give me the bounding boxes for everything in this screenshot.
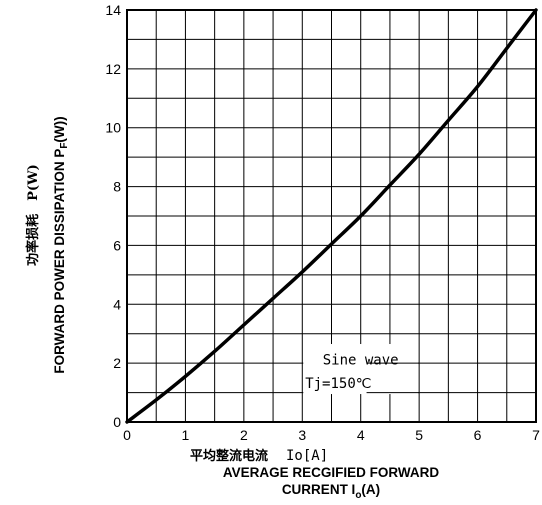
annotation-sine-wave: Sine wave bbox=[323, 353, 399, 369]
y-tick-label: 2 bbox=[113, 355, 121, 371]
x-axis-label-en-suffix: (A) bbox=[361, 482, 380, 497]
annotation-tj: Tj=150℃ bbox=[305, 376, 371, 392]
y-tick-label: 14 bbox=[105, 2, 121, 18]
annotation-box bbox=[303, 344, 419, 395]
x-tick-label: 5 bbox=[415, 427, 423, 443]
x-axis-label-en-prefix: CURRENT I bbox=[282, 482, 356, 497]
x-tick-label: 6 bbox=[474, 427, 482, 443]
x-tick-label: 3 bbox=[298, 427, 306, 443]
x-axis-label-en-subscript: o bbox=[355, 490, 361, 501]
x-tick-label: 1 bbox=[182, 427, 190, 443]
x-tick-labels: 0 1 2 3 4 5 6 7 bbox=[123, 427, 540, 443]
x-axis-label-en-line2: CURRENT Io(A) bbox=[282, 482, 380, 501]
x-tick-label: 2 bbox=[240, 427, 248, 443]
x-tick-label: 0 bbox=[123, 427, 131, 443]
x-axis-label-cn-symbol: Io[A] bbox=[286, 448, 328, 464]
y-tick-labels: 0 2 4 6 8 10 12 14 bbox=[105, 2, 121, 430]
plot-frame bbox=[126, 9, 537, 423]
y-axis-label-en: FORWARD POWER DISSIPATION PF(W)) bbox=[52, 116, 70, 373]
y-tick-label: 12 bbox=[105, 61, 121, 77]
x-tick-label: 4 bbox=[357, 427, 365, 443]
y-axis-label-en-prefix: FORWARD POWER DISSIPATION P bbox=[52, 149, 67, 374]
series-line-power-dissipation bbox=[125, 8, 538, 424]
y-tick-label: 10 bbox=[105, 120, 121, 136]
y-tick-label: 4 bbox=[113, 296, 121, 312]
y-axis-label-en-suffix: (W)) bbox=[52, 116, 67, 142]
y-axis-label-en-subscript: F bbox=[59, 143, 70, 149]
x-tick-label: 7 bbox=[532, 427, 540, 443]
x-axis-label-cn: 平均整流电流 bbox=[190, 448, 268, 464]
y-axis-label-cn: 功率损耗 P(W) bbox=[25, 164, 41, 266]
x-axis-label-en-line1: AVERAGE RECGIFIED FORWARD bbox=[223, 465, 440, 480]
y-tick-label: 8 bbox=[113, 179, 121, 195]
y-tick-label: 6 bbox=[113, 237, 121, 253]
y-tick-label: 0 bbox=[113, 414, 121, 430]
